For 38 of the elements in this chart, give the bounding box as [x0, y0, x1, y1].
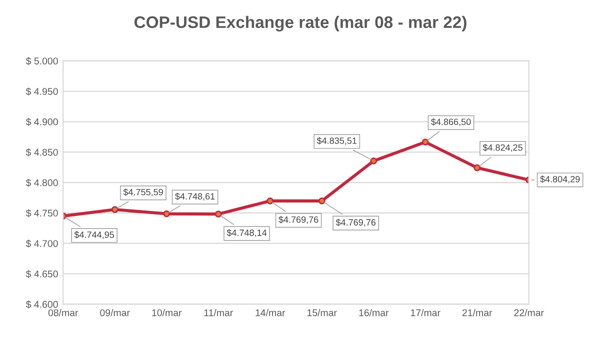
- x-tick-label: 11/mar: [204, 309, 233, 316]
- point: [111, 206, 118, 214]
- data-label: $4.769,76: [278, 216, 318, 224]
- point: [474, 164, 481, 172]
- y-tick-label: $ 5.000: [26, 57, 58, 66]
- x-tick-label: 15/mar: [307, 309, 337, 316]
- y-tick-label: $ 4.600: [26, 300, 58, 308]
- x-tick-label: 09/mar: [100, 309, 130, 316]
- point: [370, 157, 378, 164]
- y-tick-label: $ 4.650: [26, 270, 58, 278]
- chart-title: COP-USD Exchange rate (mar 08 - mar 22): [134, 16, 466, 32]
- data-label: $4.769,76: [336, 218, 376, 227]
- point: [163, 210, 170, 218]
- point: [214, 210, 222, 218]
- x-tick-label: 22/mar: [514, 309, 544, 316]
- point: [318, 197, 326, 204]
- x-tick-label: 08/mar: [48, 309, 78, 316]
- data-label: $4.744,95: [74, 231, 114, 239]
- x-tick-label: 14/mar: [256, 309, 286, 316]
- x-tick-label: 10/mar: [152, 309, 182, 316]
- x-tick-label: 16/mar: [359, 309, 389, 316]
- data-label: $4.748,14: [226, 229, 267, 238]
- data-label: $4.835,51: [316, 137, 357, 145]
- y-tick-label: $ 4.750: [26, 209, 58, 218]
- y-tick-label: $ 4.850: [26, 148, 58, 156]
- y-tick-label: $ 4.800: [26, 178, 58, 187]
- data-label: $4.755,59: [123, 188, 163, 196]
- x-tick-label: 17/mar: [410, 309, 440, 316]
- x-tick-label: 21/mar: [462, 309, 492, 316]
- y-tick-label: $ 4.700: [26, 240, 58, 248]
- y-tick-label: $ 4.950: [26, 88, 58, 96]
- data-label: $4.804,29: [540, 176, 580, 184]
- point: [422, 138, 429, 146]
- data-label: $4.866,50: [431, 118, 471, 126]
- point: [266, 197, 274, 204]
- y-tick-label: $ 4.900: [26, 118, 58, 126]
- data-label: $4.824,25: [482, 144, 522, 152]
- data-label: $4.748,61: [175, 192, 215, 201]
